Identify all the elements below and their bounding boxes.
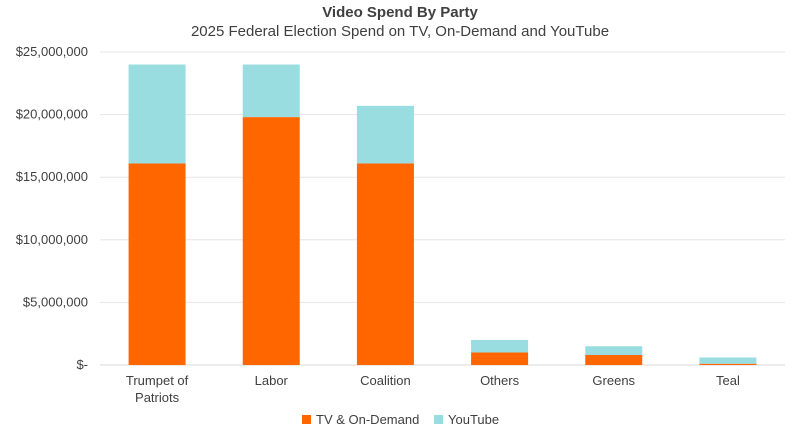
gridlines xyxy=(100,51,785,366)
x-tick-label: Greens xyxy=(592,373,635,388)
bar-segment xyxy=(471,339,529,353)
y-axis-tick-labels: $- $5,000,000 $10,000,000 $15,000,000 $20,00… xyxy=(16,44,88,372)
bar-segment xyxy=(356,163,414,365)
y-tick-label: $- xyxy=(76,357,88,372)
y-tick-label: $25,000,000 xyxy=(16,44,88,59)
bar-segment xyxy=(128,64,186,164)
bar-segment xyxy=(242,117,300,365)
y-tick-label: $10,000,000 xyxy=(16,232,88,247)
legend-label: YouTube xyxy=(448,412,499,427)
y-tick-label: $5,000,000 xyxy=(23,294,88,309)
bar-segment xyxy=(585,354,643,365)
bars xyxy=(128,64,757,365)
legend-swatch xyxy=(302,415,311,424)
bar-segment xyxy=(242,64,300,118)
legend: TV & On-Demand YouTube xyxy=(302,412,499,427)
x-tick-label: Teal xyxy=(716,373,740,388)
x-tick-label: Trumpet of xyxy=(126,373,189,388)
chart-subtitle: 2025 Federal Election Spend on TV, On-De… xyxy=(191,23,609,40)
bar-segment xyxy=(356,105,414,164)
bar-segment xyxy=(128,163,186,365)
bar-segment xyxy=(699,363,757,365)
x-tick-label: Others xyxy=(480,373,520,388)
y-tick-label: $15,000,000 xyxy=(16,169,88,184)
legend-label: TV & On-Demand xyxy=(316,412,419,427)
bar-segment xyxy=(471,352,529,365)
bar-segment xyxy=(585,346,643,355)
x-tick-label: Labor xyxy=(255,373,289,388)
bar-segment xyxy=(699,357,757,364)
x-tick-label: Coalition xyxy=(360,373,411,388)
y-tick-label: $20,000,000 xyxy=(16,107,88,122)
x-axis-tick-labels: Trumpet of Patriots Labor Coalition Others Gr… xyxy=(126,373,740,405)
chart-title: Video Spend By Party xyxy=(322,4,478,21)
legend-swatch xyxy=(434,415,443,424)
x-tick-label: Patriots xyxy=(135,390,180,405)
